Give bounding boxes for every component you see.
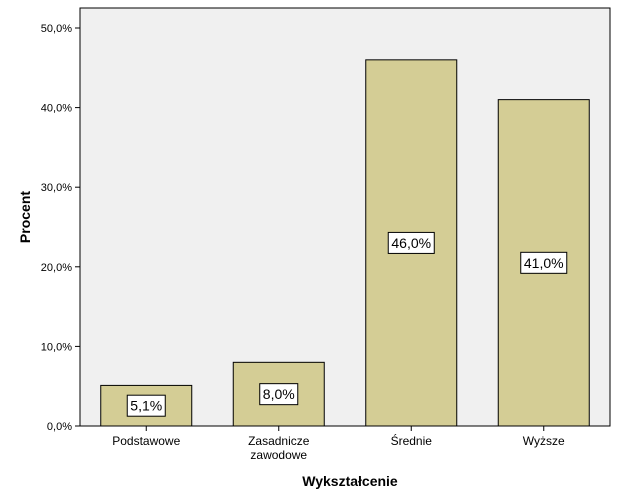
data-label-box	[387, 231, 435, 254]
data-label-box	[126, 394, 166, 417]
y-tick-label: 10,0%	[41, 341, 72, 353]
data-label-text: 5,1%	[130, 398, 162, 414]
y-tick-label: 0,0%	[47, 421, 72, 433]
data-label: 8,0%	[259, 383, 299, 406]
x-tick-label: Zasadnicze zawodowe	[248, 434, 310, 462]
y-tick-label: 20,0%	[41, 262, 72, 274]
y-tick-label: 30,0%	[41, 182, 72, 194]
data-label-text: 46,0%	[391, 235, 431, 251]
x-tick-label: Podstawowe	[112, 434, 180, 448]
data-label-box	[259, 383, 299, 406]
x-axis: Podstawowe Zasadnicze zawodowe Średnie Wyższ…	[112, 426, 565, 462]
data-labels: 5,1% 8,0% 46,0% 41,0%	[126, 231, 568, 417]
data-label-text: 41,0%	[524, 255, 564, 271]
x-tick-label: Wyższe	[523, 434, 565, 448]
data-label-text: 8,0%	[263, 386, 295, 402]
y-tick-label: 50,0%	[41, 23, 72, 35]
y-tick-label: 40,0%	[41, 103, 72, 115]
data-label-box	[520, 251, 568, 274]
data-label: 5,1%	[126, 394, 166, 417]
x-axis-title: Wykształcenie	[302, 473, 398, 489]
y-axis-title: Procent	[17, 191, 33, 243]
data-label: 41,0%	[520, 251, 568, 274]
x-tick-label: Średnie	[391, 433, 433, 448]
data-label: 46,0%	[387, 231, 435, 254]
y-axis: 0,0% 10,0% 20,0% 30,0% 40,0% 50,0%	[41, 23, 80, 433]
